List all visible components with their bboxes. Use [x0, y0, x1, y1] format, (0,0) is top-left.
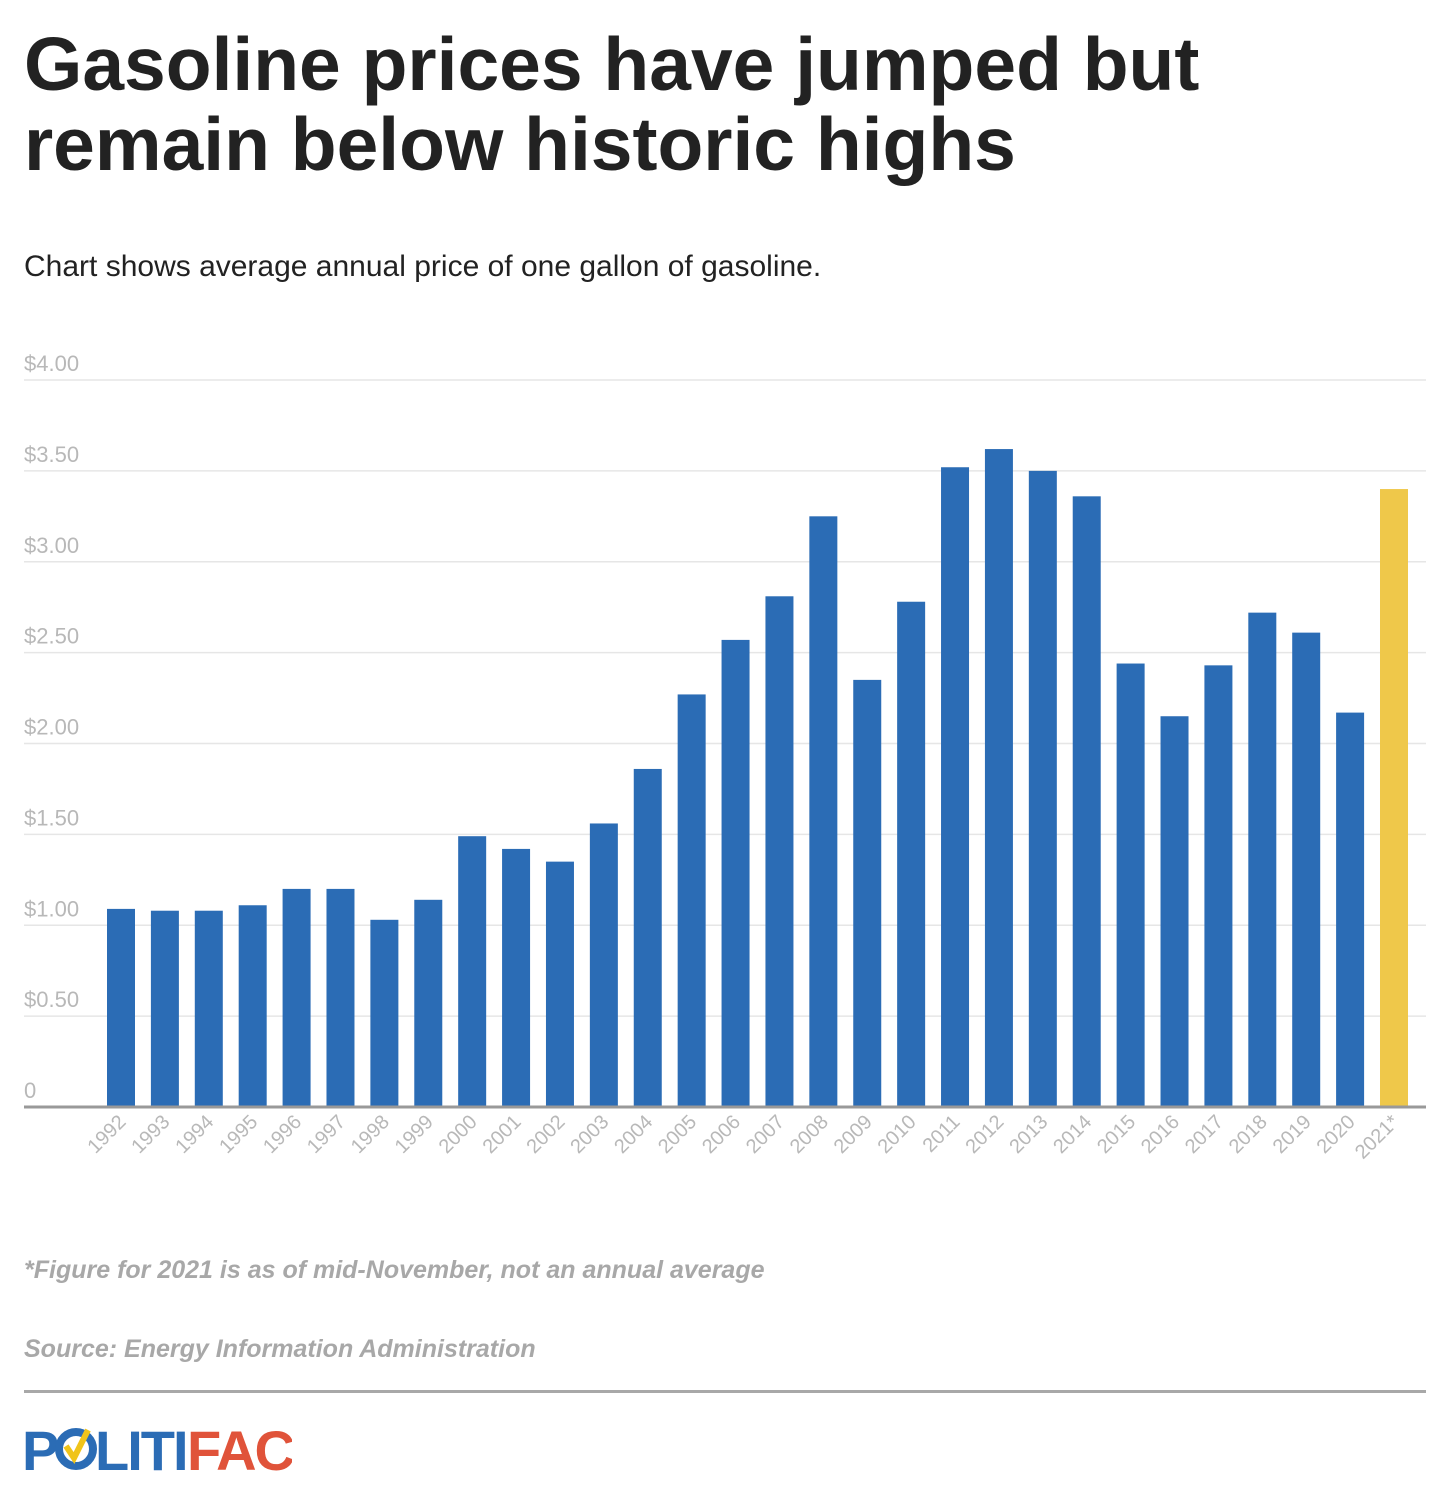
x-tick-label: 2017 — [1181, 1111, 1228, 1158]
y-tick-label: $0.50 — [24, 987, 79, 1012]
bar-1994 — [194, 910, 223, 1107]
x-tick-label: 1994 — [171, 1111, 218, 1158]
footnote: *Figure for 2021 is as of mid-November, … — [24, 1256, 765, 1284]
x-tick-label: 2011 — [919, 1111, 965, 1157]
x-tick-label: 1996 — [259, 1111, 306, 1158]
x-tick-label: 2021* — [1351, 1111, 1404, 1164]
source-note: Source: Energy Information Administratio… — [24, 1335, 536, 1363]
bar-2020 — [1336, 712, 1365, 1107]
x-tick-label: 2013 — [1005, 1111, 1052, 1158]
x-tick-label: 2004 — [610, 1111, 657, 1158]
bar-2000 — [458, 836, 487, 1107]
bar-2013 — [1028, 470, 1057, 1107]
x-tick-label: 2006 — [698, 1111, 745, 1158]
bar-2014 — [1072, 496, 1101, 1107]
x-tick-label: 2019 — [1269, 1111, 1316, 1158]
x-tick-label: 2000 — [435, 1111, 482, 1158]
bar-2018 — [1248, 612, 1277, 1107]
y-tick-label: $2.00 — [24, 715, 79, 740]
chart-title: Gasoline prices have jumped but remain b… — [24, 22, 1200, 186]
x-tick-label: 1993 — [127, 1111, 174, 1158]
svg-text:LITI: LITI — [95, 1419, 187, 1478]
svg-text:P: P — [22, 1419, 58, 1478]
svg-text:FACT: FACT — [187, 1419, 292, 1478]
bar-2005 — [677, 694, 706, 1107]
x-tick-label: 2007 — [742, 1111, 789, 1158]
politifact-logo: P LITI FACT — [22, 1418, 329, 1483]
x-tick-label: 2005 — [654, 1111, 701, 1158]
x-tick-label: 1992 — [84, 1111, 131, 1158]
x-tick-label: 2003 — [566, 1111, 613, 1158]
x-tick-label: 2002 — [522, 1111, 569, 1158]
bar-2009 — [853, 679, 882, 1107]
chart-subtitle: Chart shows average annual price of one … — [24, 250, 822, 283]
bar-2015 — [1116, 663, 1145, 1107]
bar-2002 — [545, 861, 574, 1107]
bar-2017 — [1204, 665, 1233, 1107]
x-tick-label: 2015 — [1093, 1111, 1140, 1158]
bar-2012 — [984, 449, 1013, 1107]
x-tick-label: 2014 — [1049, 1111, 1096, 1158]
bar-2001 — [502, 848, 531, 1107]
x-tick-label: 2018 — [1225, 1111, 1272, 1158]
bar-2010 — [897, 601, 926, 1107]
x-tick-label: 2016 — [1137, 1111, 1184, 1158]
y-tick-label: $1.00 — [24, 896, 79, 921]
bar-2019 — [1292, 632, 1321, 1107]
bar-1995 — [238, 905, 267, 1107]
bar-2003 — [589, 823, 618, 1107]
divider — [24, 1390, 1426, 1393]
bar-2011 — [941, 467, 970, 1107]
x-tick-label: 2020 — [1313, 1111, 1360, 1158]
y-tick-label: $2.50 — [24, 624, 79, 649]
y-tick-label: $3.50 — [24, 442, 79, 467]
bar-1996 — [282, 888, 311, 1107]
x-tick-label: 1998 — [347, 1111, 394, 1158]
bar-1993 — [150, 910, 179, 1107]
y-tick-label: $4.00 — [24, 351, 79, 376]
x-tick-label: 2012 — [961, 1111, 1008, 1158]
x-tick-label: 2010 — [874, 1111, 921, 1158]
y-tick-label: $3.00 — [24, 533, 79, 558]
bar-1998 — [370, 919, 399, 1107]
x-tick-label: 1995 — [215, 1111, 262, 1158]
bar-2021* — [1380, 489, 1408, 1107]
bar-2006 — [721, 639, 750, 1107]
x-tick-label: 1997 — [303, 1111, 350, 1158]
x-tick-label: 1999 — [391, 1111, 438, 1158]
bar-1992 — [107, 908, 135, 1107]
bar-2004 — [633, 768, 662, 1107]
bar-1999 — [414, 899, 443, 1107]
bar-2008 — [809, 516, 838, 1107]
y-tick-label: 0 — [24, 1078, 36, 1103]
x-tick-label: 2001 — [479, 1111, 526, 1158]
x-tick-label: 2009 — [830, 1111, 877, 1158]
y-tick-label: $1.50 — [24, 805, 79, 830]
bar-1997 — [326, 888, 355, 1107]
bar-chart: 0 $0.50 $1.00 $1.50 $2.00 $2.50 $3.00 $3.50 $4.0… — [24, 351, 1426, 1164]
x-tick-label: 2008 — [786, 1111, 833, 1158]
bar-2007 — [765, 596, 794, 1107]
bar-2016 — [1160, 716, 1189, 1107]
